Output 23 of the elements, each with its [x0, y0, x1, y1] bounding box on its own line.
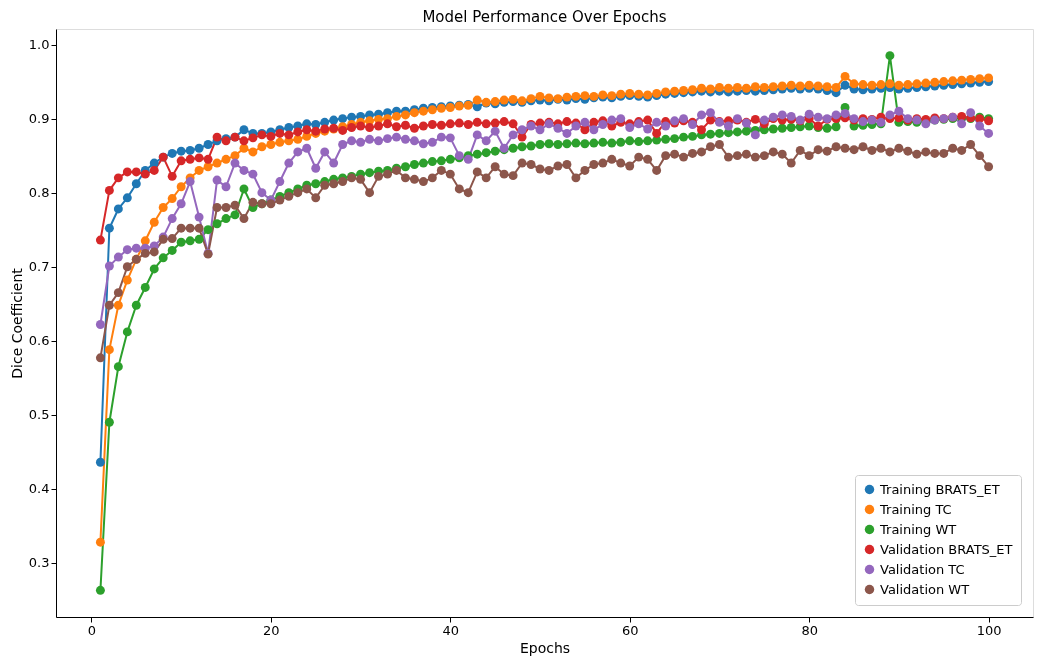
y-tick-label: 0.4: [28, 481, 50, 497]
y-tick-label: 0.8: [28, 185, 50, 201]
y-tick-label: 0.5: [28, 407, 50, 423]
x-tick-label: 60: [621, 622, 639, 638]
legend-label: Validation TC: [880, 561, 965, 577]
x-tick-label: 100: [976, 622, 1002, 638]
legend-label: Validation BRATS_ET: [880, 541, 1013, 557]
x-tick-label: 0: [87, 622, 97, 638]
legend-label: Training WT: [879, 521, 957, 537]
y-tick-label: 1.0: [28, 37, 50, 53]
x-tick-label: 40: [442, 622, 460, 638]
chart-title: Model Performance Over Epochs: [422, 8, 667, 26]
y-tick-label: 0.7: [28, 259, 50, 275]
legend-label: Training TC: [879, 501, 952, 517]
legend-label: Validation WT: [880, 581, 970, 597]
x-axis-title: Epochs: [519, 639, 571, 656]
y-axis-title: Dice Coefficient: [8, 267, 25, 379]
x-tick-label: 20: [263, 622, 280, 638]
y-tick-label: 0.3: [28, 555, 50, 571]
y-tick-label: 0.9: [28, 111, 50, 127]
x-tick-label: 80: [801, 622, 818, 638]
legend-label: Training BRATS_ET: [879, 481, 1000, 497]
y-tick-label: 0.6: [28, 333, 50, 349]
